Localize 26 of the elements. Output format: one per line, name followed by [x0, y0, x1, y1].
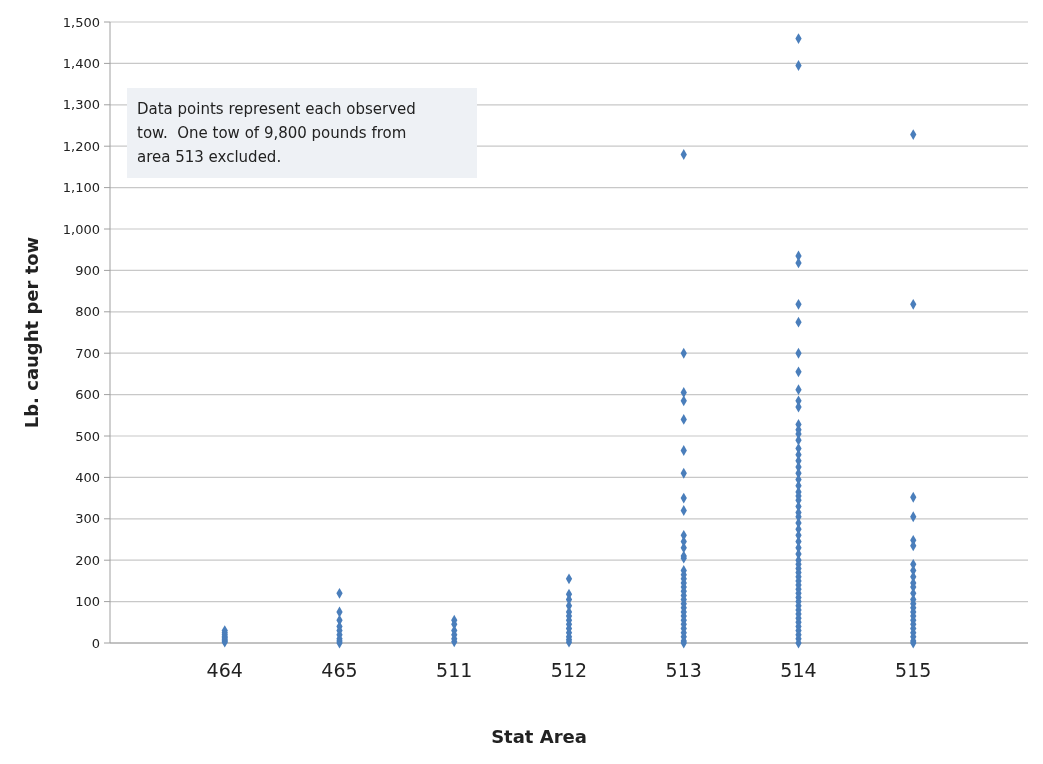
y-tick-label: 300: [75, 511, 100, 527]
y-tick-label: 1,300: [62, 97, 100, 113]
y-tick-label: 1,400: [62, 55, 100, 71]
y-tick-label: 200: [75, 552, 100, 568]
y-tick-label: 700: [75, 345, 100, 361]
y-tick-label: 400: [75, 469, 100, 485]
y-tick-label: 1,500: [62, 14, 100, 30]
y-tick-label: 0: [91, 635, 100, 651]
x-axis-title: Stat Area: [491, 726, 587, 747]
x-tick-label: 514: [780, 659, 817, 681]
y-tick-label: 1,100: [62, 180, 100, 196]
annotation: Data points represent each observed tow. One tow of 9,800 pounds from area 513 excluded.: [137, 100, 416, 166]
y-tick-label: 800: [75, 304, 100, 320]
x-tick-label: 464: [206, 659, 243, 681]
y-tick-label: 1,200: [62, 138, 100, 154]
x-tick-label: 513: [665, 659, 702, 681]
y-tick-label: 1,000: [62, 221, 100, 237]
x-tick-label: 511: [436, 659, 473, 681]
x-tick-label: 465: [321, 659, 358, 681]
x-tick-label: 512: [550, 659, 588, 681]
y-axis-title: Lb. caught per tow: [21, 236, 42, 429]
x-tick-label: 515: [895, 659, 932, 681]
y-tick-label: 600: [75, 387, 100, 403]
y-tick-label: 500: [75, 428, 100, 444]
y-tick-label: 100: [75, 594, 100, 610]
y-tick-label: 900: [75, 262, 100, 278]
